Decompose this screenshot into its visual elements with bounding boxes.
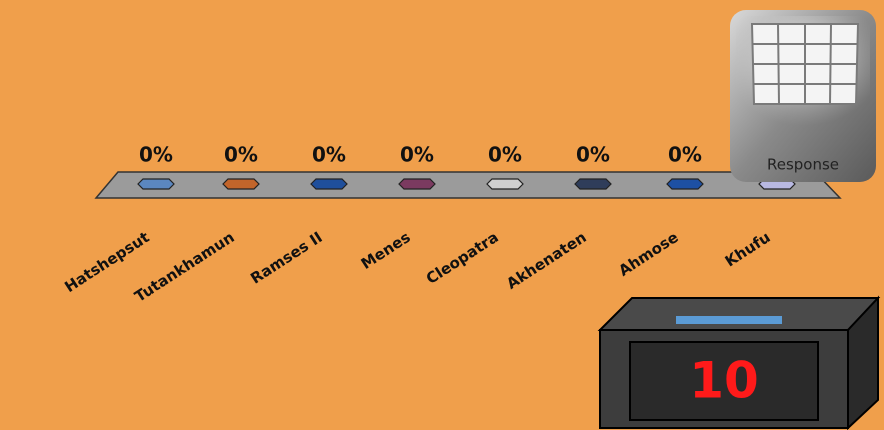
bar xyxy=(574,178,612,190)
timer-slot xyxy=(676,316,782,324)
value-label: 0% xyxy=(400,143,434,167)
bar xyxy=(398,178,436,190)
value-label: 0% xyxy=(576,143,610,167)
timer-display xyxy=(629,341,819,421)
timer-value: 10 xyxy=(689,352,759,410)
timer-top xyxy=(597,297,881,331)
bar xyxy=(310,178,348,190)
bar xyxy=(222,178,260,190)
grid-icon xyxy=(750,23,860,105)
bar xyxy=(666,178,704,190)
value-label: 0% xyxy=(139,143,173,167)
value-label: 0% xyxy=(224,143,258,167)
response-button[interactable]: Response xyxy=(730,10,876,182)
platform xyxy=(94,171,842,199)
value-label: 0% xyxy=(668,143,702,167)
bar xyxy=(137,178,175,190)
value-label: 0% xyxy=(488,143,522,167)
timer: 10 xyxy=(597,295,881,430)
bar xyxy=(486,178,524,190)
response-label[interactable]: Response xyxy=(767,156,839,174)
value-label: 0% xyxy=(312,143,346,167)
